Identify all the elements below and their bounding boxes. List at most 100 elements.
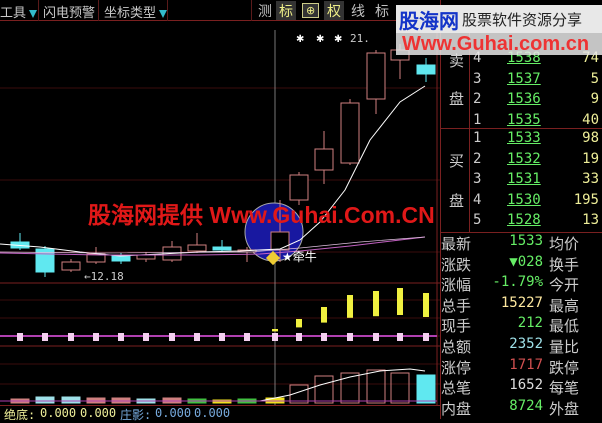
divider xyxy=(38,0,39,21)
stat-label: 每笔 xyxy=(549,379,580,398)
stat-value: 2352 xyxy=(509,336,543,352)
stat-row[interactable]: 涨幅 -1.79% 今开 xyxy=(441,274,602,294)
level: 3 xyxy=(473,70,482,87)
stat-row[interactable]: 最新 1533 均价 xyxy=(441,233,602,253)
toolbar: 工具 闪电预警 坐标类型 测 标 ⊕ 权 线 标 xyxy=(0,0,440,21)
line-button[interactable]: 线 xyxy=(351,4,365,20)
stat-row[interactable]: 总手 15227 最高 xyxy=(441,295,602,315)
indicator-bar xyxy=(219,333,225,341)
stat-label: 换手 xyxy=(549,255,580,274)
stat-label: 今开 xyxy=(549,276,580,295)
dropdown-icon xyxy=(29,9,38,18)
ma-line-3 xyxy=(0,236,426,254)
high-price-label: 21. xyxy=(350,32,370,45)
buy-row[interactable]: 2 1532 19 xyxy=(441,151,602,171)
tagline: 股票软件资源分享 xyxy=(462,10,583,29)
stat-label: 跌停 xyxy=(549,358,580,377)
quote-panel: 4 1538 74 3 1537 5 2 1536 9 1 1535 40 卖 盘 买 盘 1 1533… xyxy=(440,0,602,419)
level: 1 xyxy=(473,111,482,128)
price: 1528 xyxy=(507,212,541,228)
divider xyxy=(441,128,602,129)
volume: 33 xyxy=(582,171,599,187)
indicator-bar xyxy=(321,307,327,323)
stat-label: 总笔 xyxy=(441,379,472,398)
stat-value: ▼028 xyxy=(509,253,543,270)
price: 1535 xyxy=(507,111,541,128)
indicator-readout: 绝底: 0.000 0.000 庄影: 0.000 0.000 xyxy=(0,405,440,422)
axis-type-menu[interactable]: 坐标类型 xyxy=(104,2,168,21)
indicator-bar xyxy=(118,333,124,341)
volume-bar xyxy=(314,375,334,404)
sell-row[interactable]: 1 1535 40 xyxy=(441,112,602,132)
indicator-bar xyxy=(397,333,403,341)
logo-text: 股海网 xyxy=(399,8,459,33)
divider xyxy=(469,22,470,232)
more-button[interactable]: 标 xyxy=(375,4,389,20)
indicator-bar xyxy=(373,333,379,341)
candle-body xyxy=(212,246,232,251)
buy-row[interactable]: 1 1533 98 xyxy=(441,130,602,150)
volume: 19 xyxy=(582,150,599,167)
indicator-bar xyxy=(397,288,403,315)
level: 4 xyxy=(473,191,482,208)
price: 1532 xyxy=(507,150,541,167)
price: 1533 xyxy=(507,130,541,146)
level: 5 xyxy=(473,212,482,228)
mark-button[interactable]: 标 xyxy=(276,1,296,20)
volume: 98 xyxy=(582,130,599,146)
indicator-bar xyxy=(296,333,302,341)
indicator-bar xyxy=(17,333,23,341)
stat-row[interactable]: 总笔 1652 每笔 xyxy=(441,377,602,397)
indicator-bar xyxy=(68,333,74,341)
volume: 13 xyxy=(582,212,599,228)
level: 4 xyxy=(473,50,482,66)
buy-row[interactable]: 3 1531 33 xyxy=(441,171,602,191)
ma-line-1 xyxy=(0,85,426,257)
indicator-bar xyxy=(42,333,48,341)
stat-label: 涨停 xyxy=(441,358,472,377)
measure-button[interactable]: 测 xyxy=(258,4,272,20)
sell-row[interactable]: 3 1537 5 xyxy=(441,71,602,91)
indicator-bar xyxy=(321,333,327,341)
level: 2 xyxy=(473,91,482,107)
stat-label: 涨跌 xyxy=(441,255,472,274)
volume-bar xyxy=(416,374,436,404)
flash-alert-button[interactable]: 闪电预警 xyxy=(43,6,96,21)
indicator-bar xyxy=(423,333,429,341)
indicator-label: 庄影: xyxy=(120,408,152,422)
price: 1537 xyxy=(507,70,541,87)
indicator-bar xyxy=(93,333,99,341)
indicator-value: 0.000 xyxy=(194,406,231,420)
stat-label: 最新 xyxy=(441,235,472,253)
volume: 9 xyxy=(590,91,599,107)
stat-row[interactable]: 总额 2352 量比 xyxy=(441,336,602,356)
volume-bar xyxy=(390,372,410,404)
sell-row[interactable]: 2 1536 9 xyxy=(441,91,602,111)
stat-label: 总额 xyxy=(441,338,472,356)
volume-bar xyxy=(35,396,55,404)
stat-value: 1717 xyxy=(509,356,543,373)
indicator-bar xyxy=(244,333,250,341)
buy-row[interactable]: 5 1528 13 xyxy=(441,212,602,232)
stat-row[interactable]: 涨停 1717 跌停 xyxy=(441,357,602,377)
kline-chart[interactable]: ←12.18 21. ✱ ✱ ✱ ★牵牛 xyxy=(0,21,440,405)
buy-row[interactable]: 4 1530 195 xyxy=(441,192,602,212)
stat-value: 1533 xyxy=(509,233,543,249)
volume-bar xyxy=(61,396,81,404)
stat-label: 均价 xyxy=(549,235,580,253)
crosshair-button[interactable]: ⊕ xyxy=(302,3,320,18)
stat-label: 内盘 xyxy=(441,399,472,418)
signal-diamond-icon xyxy=(265,250,281,266)
stat-value: 212 xyxy=(517,315,543,332)
stat-row[interactable]: 涨跌 ▼028 换手 xyxy=(441,254,602,274)
stat-row[interactable]: 内盘 8724 外盘 xyxy=(441,398,602,418)
watermark-logo: 股海网 股票软件资源分享 xyxy=(396,5,602,33)
stat-label: 涨幅 xyxy=(441,276,472,295)
volume-ma-line xyxy=(259,368,426,402)
indicator-bar xyxy=(347,333,353,341)
price: 1530 xyxy=(507,191,541,208)
signal-label: ★牵牛 xyxy=(282,249,317,264)
stat-row[interactable]: 现手 212 最低 xyxy=(441,315,602,335)
tools-menu[interactable]: 工具 xyxy=(0,2,38,21)
rights-button[interactable]: 权 xyxy=(324,1,344,20)
